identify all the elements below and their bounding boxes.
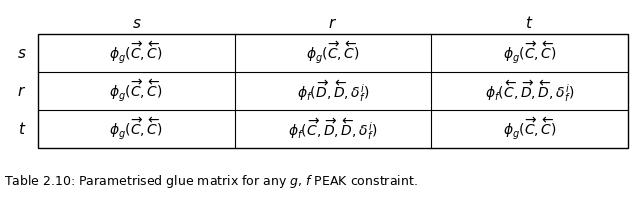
Text: $s$: $s$ (17, 46, 27, 61)
Text: $\phi_g(\overrightarrow{C},\overleftarrow{C})$: $\phi_g(\overrightarrow{C},\overleftarro… (109, 116, 163, 142)
Text: $\phi_g(\overrightarrow{C},\overleftarrow{C})$: $\phi_g(\overrightarrow{C},\overleftarro… (109, 78, 163, 104)
Text: $\phi_g(\overrightarrow{C},\overleftarrow{C})$: $\phi_g(\overrightarrow{C},\overleftarro… (503, 116, 557, 142)
Text: $\phi_g(\overrightarrow{C},\overleftarrow{C})$: $\phi_g(\overrightarrow{C},\overleftarro… (503, 40, 557, 66)
Text: $\phi_f(\overrightarrow{C},\overrightarrow{D},\overleftarrow{D},\delta_f^i)$: $\phi_f(\overrightarrow{C},\overrightarr… (288, 116, 378, 142)
Text: $\phi_f(\overleftarrow{C},\overrightarrow{D},\overleftarrow{D},\delta_f^i)$: $\phi_f(\overleftarrow{C},\overrightarro… (485, 78, 575, 104)
Text: $t$: $t$ (525, 15, 534, 31)
Text: $r$: $r$ (17, 84, 26, 98)
Text: $t$: $t$ (18, 121, 26, 137)
Bar (38, 34, 628, 148)
Text: $\phi_f(\overrightarrow{D},\overleftarrow{D},\delta_f^i)$: $\phi_f(\overrightarrow{D},\overleftarro… (297, 78, 369, 104)
Text: $\phi_g(\overrightarrow{C},\overleftarrow{C})$: $\phi_g(\overrightarrow{C},\overleftarro… (109, 40, 163, 66)
Text: $r$: $r$ (328, 15, 337, 30)
Text: Table 2.10: Parametrised glue matrix for any $g$, $f$ PEAK constraint.: Table 2.10: Parametrised glue matrix for… (4, 173, 418, 190)
Text: $s$: $s$ (132, 15, 141, 30)
Text: $\phi_g(\overrightarrow{C},\overleftarrow{C})$: $\phi_g(\overrightarrow{C},\overleftarro… (306, 40, 360, 66)
